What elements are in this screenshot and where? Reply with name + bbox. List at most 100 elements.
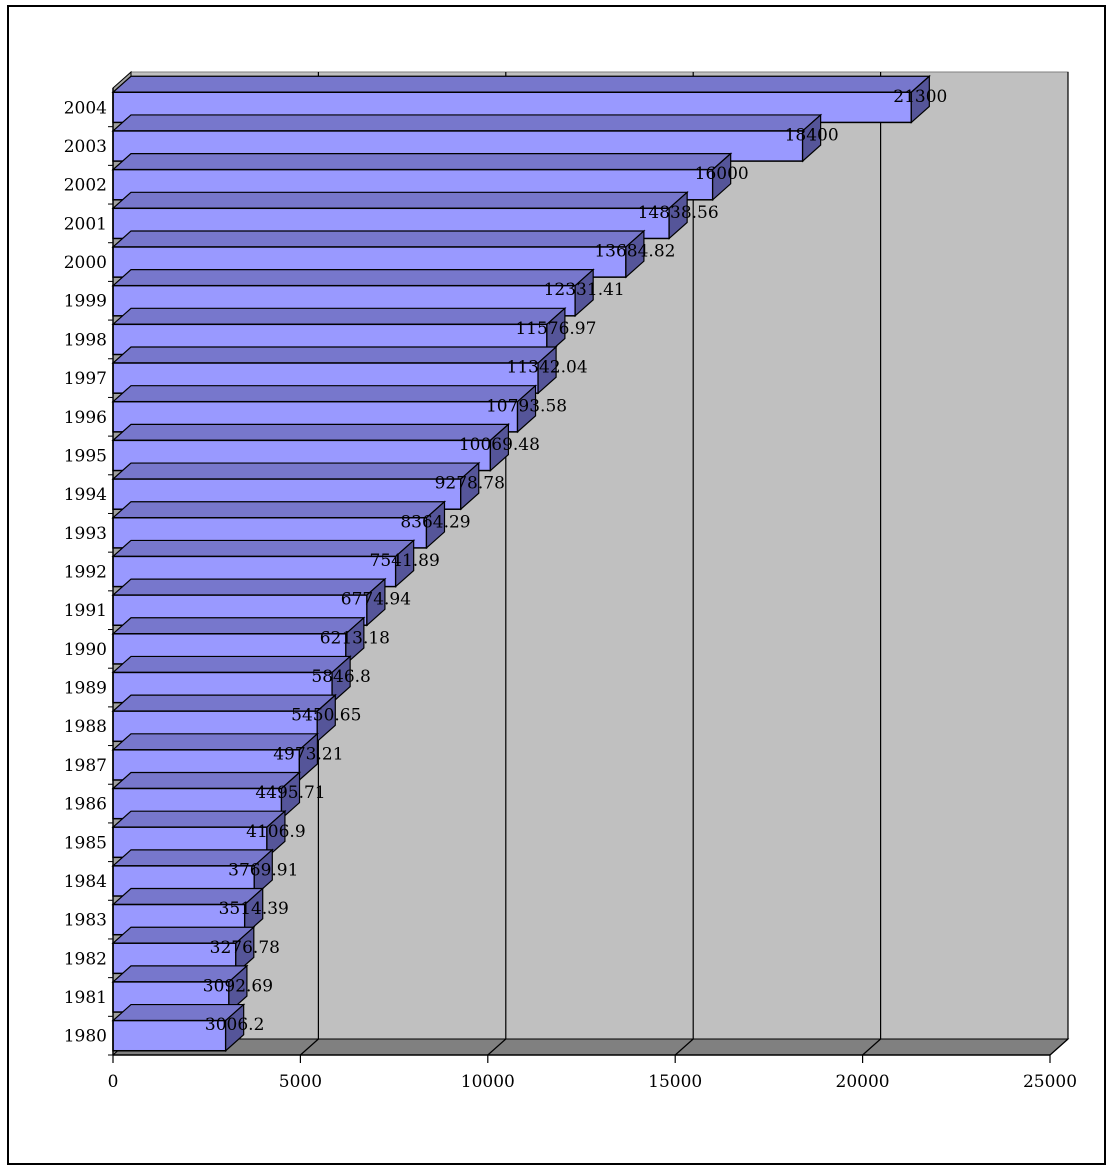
y-tick-label: 1982 (64, 949, 107, 969)
bar-top (111, 346, 558, 364)
data-label: 4106.9 (246, 822, 305, 842)
bar-side (316, 693, 336, 743)
bar-side (574, 268, 594, 318)
y-tick-label: 1996 (64, 408, 107, 428)
data-label: 12331.41 (544, 280, 625, 300)
y-tick-label: 1989 (64, 679, 107, 699)
bar-top (111, 75, 931, 93)
bar-side (366, 577, 386, 627)
data-label: 4973.21 (273, 744, 343, 764)
bar-side (802, 113, 822, 163)
floor-gridline (674, 1038, 694, 1056)
y-tick-label: 1999 (64, 292, 107, 312)
bar-side (266, 809, 286, 859)
data-label: 3276.78 (210, 938, 280, 958)
bar-side (280, 771, 301, 821)
floor-gridline (862, 1038, 881, 1056)
y-tick-label: 2001 (64, 214, 107, 234)
bar-side (460, 461, 480, 511)
data-label: 10793.58 (486, 396, 567, 416)
data-label: 16000 (695, 164, 749, 184)
data-label: 18400 (785, 126, 839, 146)
bar (112, 1019, 227, 1052)
data-label: 9278.78 (435, 474, 505, 494)
y-tick-label: 1992 (64, 563, 107, 583)
bar-top (111, 307, 567, 325)
bar-top (111, 230, 646, 248)
bar-side (225, 1003, 245, 1053)
y-tick-label: 1984 (64, 872, 107, 892)
data-label: 5450.65 (291, 706, 361, 726)
x-tick-label: 25000 (1023, 1072, 1077, 1092)
y-tick-label: 2004 (64, 98, 107, 118)
bar-side (546, 306, 566, 356)
bar-side (910, 74, 930, 124)
data-label: 6213.18 (320, 628, 390, 648)
data-label: 8364.29 (400, 512, 470, 532)
data-label: 5846.8 (311, 667, 370, 687)
data-label: 6774.94 (341, 590, 411, 610)
data-label: 11576.97 (515, 319, 596, 339)
bar-side (489, 423, 510, 472)
y-tick-label: 1986 (64, 795, 107, 815)
x-tick-label: 10000 (461, 1072, 515, 1092)
bar-side (537, 345, 557, 395)
x-tick-label: 5000 (279, 1072, 322, 1092)
floor (111, 1038, 1070, 1056)
y-tick-label: 1983 (64, 911, 107, 931)
bar-top (111, 153, 733, 171)
bar-side (331, 655, 351, 704)
bar-side (668, 190, 688, 240)
bar-top (111, 423, 510, 441)
bar-side (712, 152, 732, 202)
bar-side (425, 500, 446, 550)
y-tick-label: 1980 (64, 1027, 107, 1047)
y-tick-label: 2002 (64, 176, 107, 196)
data-label: 3514.39 (219, 899, 289, 919)
data-label: 10069.48 (459, 435, 540, 455)
data-label: 3769.91 (228, 860, 298, 880)
data-label: 3092.69 (203, 976, 273, 996)
y-tick-label: 2003 (64, 137, 107, 157)
bar-side (625, 229, 645, 279)
floor-gridline (487, 1038, 507, 1056)
bar-side (228, 964, 248, 1014)
y-tick-label: 1981 (64, 988, 107, 1008)
y-tick-label: 1998 (64, 330, 107, 350)
bar-side (298, 732, 318, 782)
y-tick-label: 1990 (64, 640, 107, 660)
y-tick-label: 1985 (64, 833, 107, 853)
y-tick-label: 1987 (64, 756, 107, 776)
bar-top (111, 385, 538, 403)
bar-top (111, 269, 595, 287)
data-label: 4495.71 (255, 783, 325, 803)
y-tick-label: 1995 (64, 446, 107, 466)
x-tick-label: 0 (108, 1072, 119, 1092)
bar-top (111, 462, 481, 480)
data-label: 13684.82 (594, 242, 675, 262)
y-tick-label: 1991 (64, 601, 107, 621)
bar-top (111, 501, 447, 519)
floor-gridline (300, 1038, 319, 1056)
bar-side (395, 539, 415, 588)
data-label: 7541.89 (370, 551, 440, 571)
data-label: 14838.56 (638, 203, 719, 223)
x-tick-label: 20000 (836, 1072, 890, 1092)
bar-top (111, 191, 689, 209)
floor-gridline (1049, 1038, 1069, 1056)
bar-top (111, 114, 823, 132)
y-tick-label: 2000 (64, 253, 107, 273)
bar-side (345, 616, 365, 666)
bar-side (235, 925, 255, 975)
y-tick-label: 1993 (64, 524, 107, 544)
bar-side (516, 384, 537, 434)
y-tick-label: 1988 (64, 717, 107, 737)
bar-side (244, 887, 264, 937)
bar-side (253, 848, 273, 898)
data-label: 21300 (893, 87, 947, 107)
y-tick-label: 1997 (64, 369, 107, 389)
data-label: 11342.04 (507, 358, 588, 378)
y-tick-label: 1994 (64, 485, 107, 505)
data-label: 3006.2 (205, 1015, 264, 1035)
